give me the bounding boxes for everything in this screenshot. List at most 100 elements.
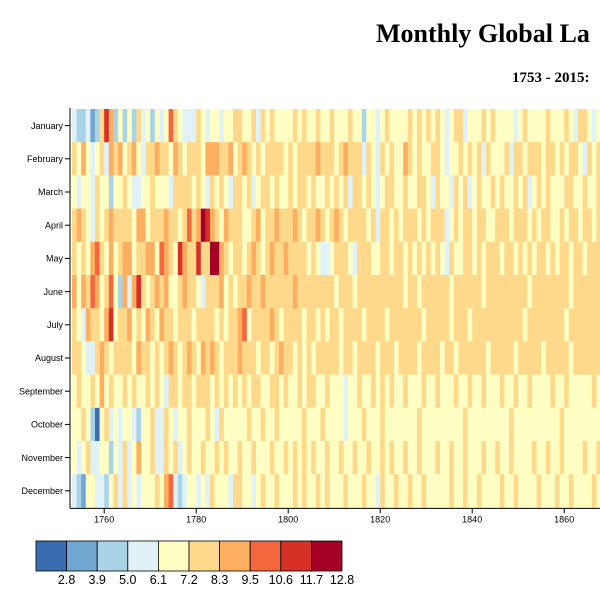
- heatmap-cell: [338, 308, 344, 342]
- heatmap-cell: [256, 208, 261, 243]
- heatmap-cell: [389, 441, 395, 475]
- heatmap-cell: [279, 208, 284, 243]
- y-tick-label: November: [21, 453, 63, 463]
- heatmap-cell: [219, 142, 225, 176]
- heatmap-cell: [200, 308, 206, 342]
- heatmap-cell: [389, 275, 395, 309]
- heatmap-cell: [591, 374, 597, 409]
- legend-label: 5.0: [119, 573, 136, 587]
- heatmap-cell: [200, 175, 206, 209]
- heatmap-cell: [357, 275, 363, 309]
- heatmap-cell: [76, 208, 82, 243]
- heatmap-cell: [127, 175, 133, 209]
- heatmap-cell: [315, 208, 321, 243]
- heatmap-cell: [421, 109, 427, 143]
- heatmap-cell: [417, 407, 422, 442]
- heatmap-cell: [371, 142, 376, 176]
- heatmap-cell: [412, 109, 418, 143]
- heatmap-cell: [407, 441, 413, 475]
- heatmap-cell: [495, 208, 501, 243]
- heatmap-cell: [81, 208, 87, 243]
- heatmap-cell: [265, 109, 271, 143]
- heatmap-cell: [104, 175, 110, 209]
- heatmap-cell: [85, 275, 91, 309]
- heatmap-cell: [545, 308, 551, 342]
- heatmap-cell: [223, 109, 229, 143]
- heatmap-cell: [145, 208, 151, 243]
- heatmap-cell: [578, 407, 583, 442]
- legend-swatch: [35, 540, 68, 572]
- heatmap-cell: [412, 441, 418, 475]
- heatmap-cell: [269, 208, 275, 243]
- heatmap-cell: [504, 109, 510, 143]
- heatmap-cell: [384, 109, 390, 143]
- heatmap-cell: [522, 308, 528, 342]
- heatmap-cell: [545, 374, 551, 409]
- heatmap-cell: [306, 142, 312, 176]
- heatmap-cell: [380, 474, 386, 508]
- heatmap-cell: [122, 208, 128, 243]
- heatmap-cell: [159, 407, 165, 442]
- heatmap-cell: [527, 241, 533, 276]
- heatmap-cell: [113, 241, 119, 276]
- heatmap-cell: [361, 407, 367, 442]
- heatmap-cell: [223, 241, 229, 276]
- heatmap-cell: [555, 275, 560, 309]
- heatmap-cell: [279, 109, 284, 143]
- heatmap-cell: [274, 175, 280, 209]
- heatmap-cell: [256, 142, 261, 176]
- legend-swatch: [249, 540, 282, 572]
- heatmap-cell: [154, 142, 160, 176]
- heatmap-cell: [334, 142, 340, 176]
- heatmap-cell: [591, 341, 597, 375]
- heatmap-cell: [136, 308, 142, 342]
- heatmap-cell: [141, 441, 146, 475]
- heatmap-cell: [182, 407, 188, 442]
- heatmap-cell: [366, 109, 372, 143]
- heatmap-cell: [131, 374, 137, 409]
- heatmap-cell: [458, 275, 464, 309]
- heatmap-cell: [509, 341, 514, 375]
- heatmap-cell: [389, 208, 395, 243]
- heatmap-cell: [449, 374, 455, 409]
- heatmap-cell: [564, 308, 570, 342]
- heatmap-cell: [136, 374, 142, 409]
- heatmap-cell: [233, 109, 238, 143]
- heatmap-cell: [545, 109, 551, 143]
- heatmap-cell: [159, 275, 165, 309]
- heatmap-cell: [343, 142, 349, 176]
- heatmap-cell: [555, 241, 560, 276]
- heatmap-cell: [476, 441, 482, 475]
- heatmap-cell: [177, 374, 183, 409]
- heatmap-cell: [417, 109, 422, 143]
- heatmap-cell: [357, 175, 363, 209]
- heatmap-cell: [394, 308, 399, 342]
- heatmap-cell: [297, 241, 303, 276]
- heatmap-cell: [118, 241, 123, 276]
- heatmap-cell: [504, 407, 510, 442]
- heatmap-cell: [403, 374, 409, 409]
- heatmap-cell: [472, 407, 478, 442]
- heatmap-cell: [246, 341, 252, 375]
- x-tick-label: 1820: [370, 514, 390, 524]
- heatmap-cell: [196, 142, 202, 176]
- heatmap-cell: [302, 341, 307, 375]
- heatmap-cell: [375, 275, 381, 309]
- heatmap-cell: [210, 241, 215, 276]
- heatmap-cell: [486, 275, 491, 309]
- heatmap-cell: [214, 241, 220, 276]
- heatmap-cell: [210, 341, 215, 375]
- heatmap-cell: [532, 175, 537, 209]
- heatmap-cell: [582, 308, 588, 342]
- heatmap-cell: [182, 241, 188, 276]
- heatmap-cell: [223, 407, 229, 442]
- heatmap-cell: [320, 241, 326, 276]
- heatmap-cell: [251, 407, 257, 442]
- heatmap-cell: [403, 474, 409, 508]
- heatmap-cell: [297, 341, 303, 375]
- heatmap-cell: [205, 175, 211, 209]
- heatmap-cell: [334, 441, 340, 475]
- heatmap-cell: [426, 241, 432, 276]
- heatmap-cell: [283, 241, 289, 276]
- heatmap-cell: [196, 109, 202, 143]
